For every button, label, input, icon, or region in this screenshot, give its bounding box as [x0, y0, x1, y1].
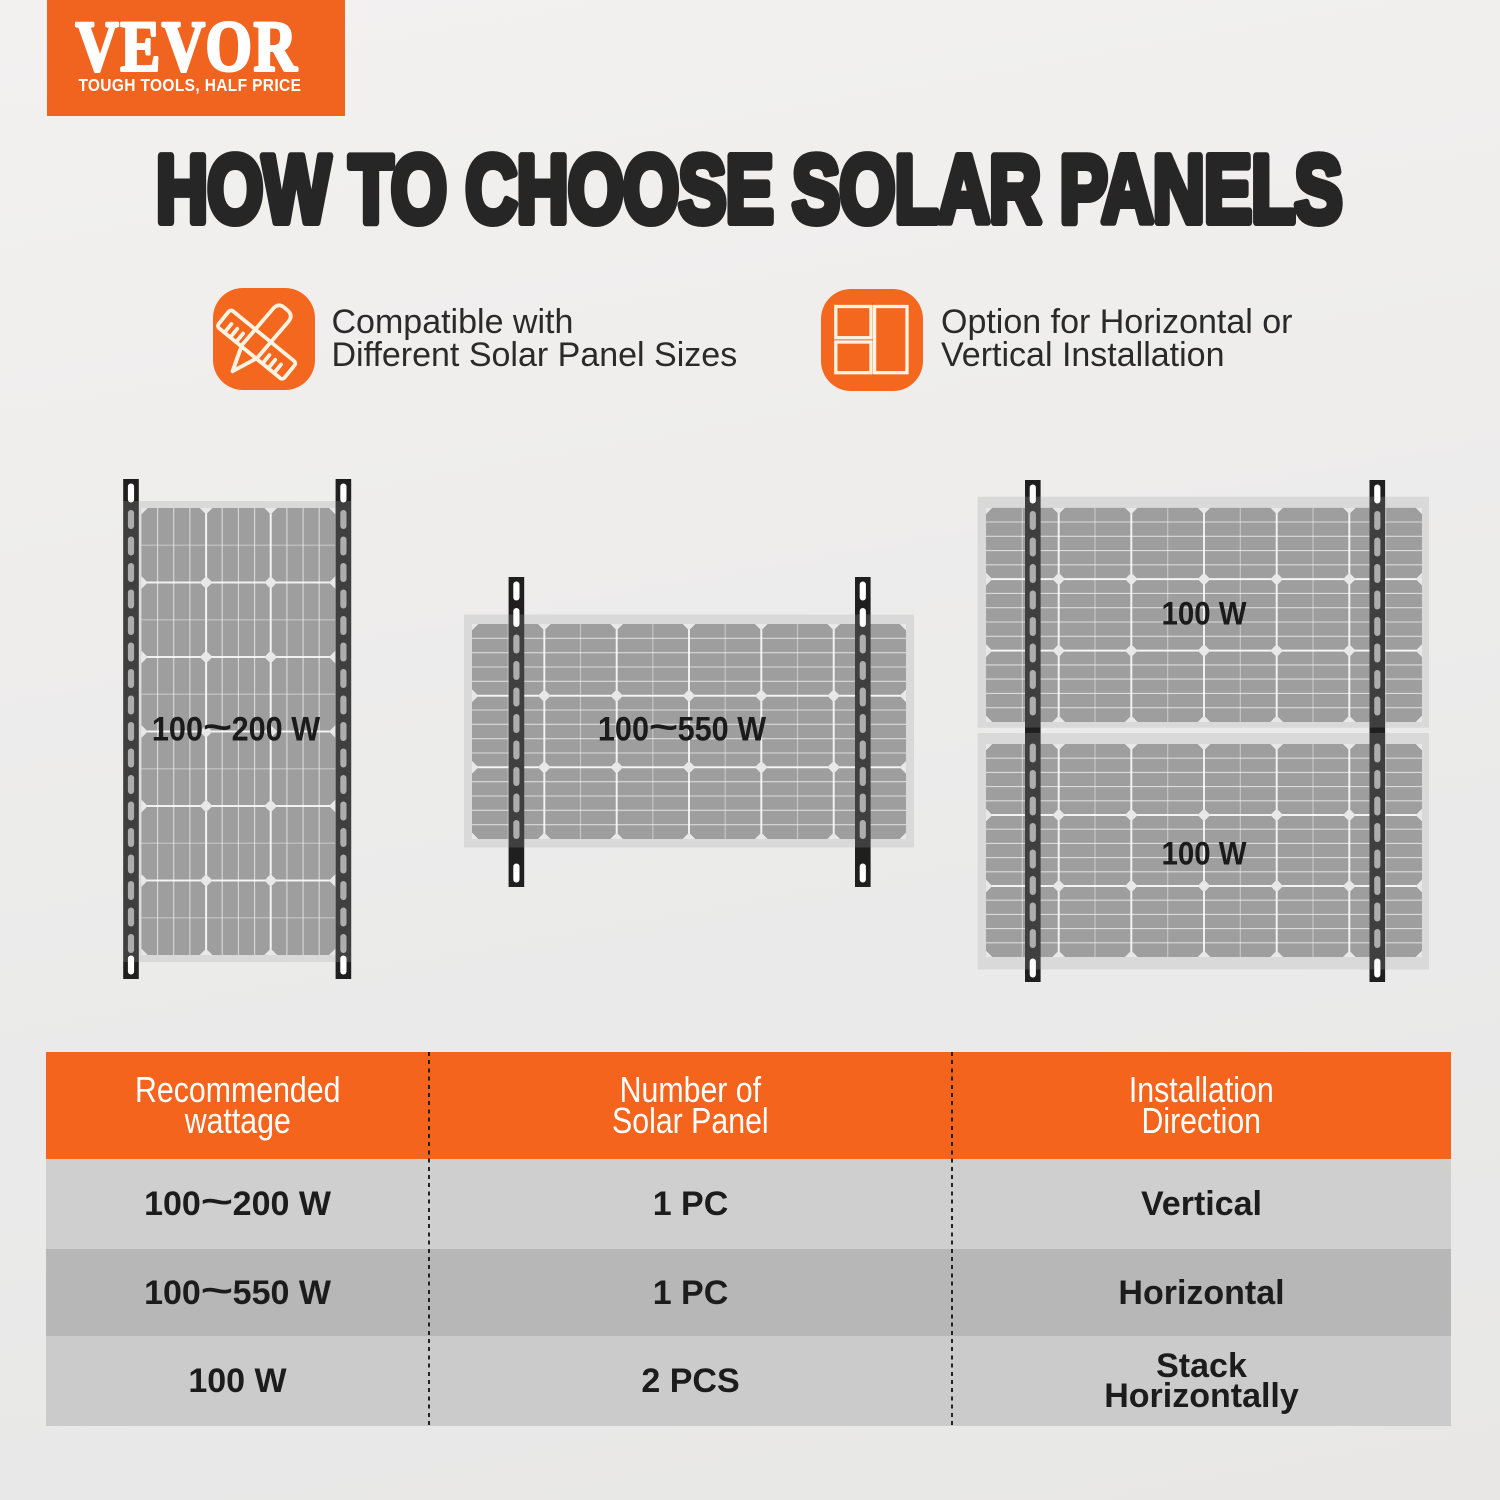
svg-text:VEVOR: VEVOR — [76, 7, 299, 86]
svg-text:HOW TO CHOOSE SOLAR PANELS: HOW TO CHOOSE SOLAR PANELS — [156, 135, 1342, 242]
